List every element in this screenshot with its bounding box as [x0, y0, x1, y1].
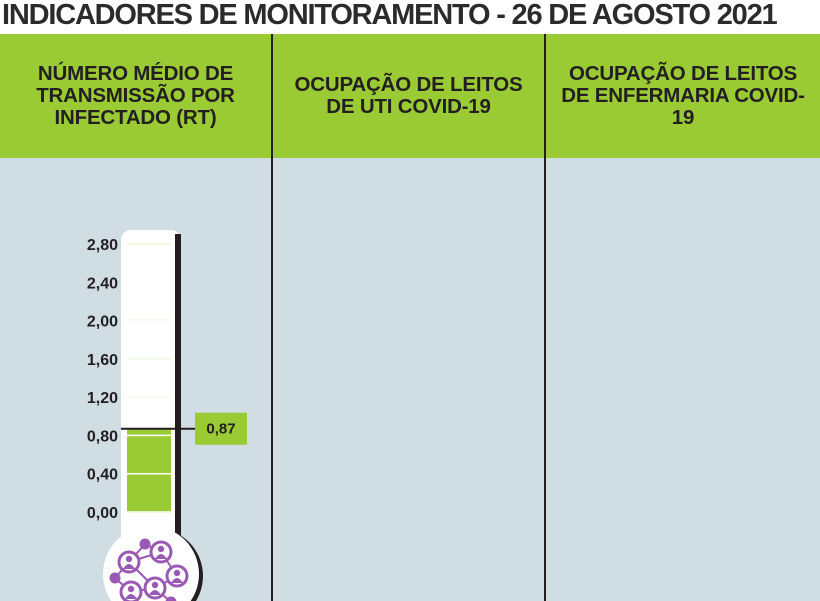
person-head: [151, 581, 159, 589]
tick-label: 2,00: [87, 314, 118, 331]
person-node: [109, 572, 121, 584]
person-body: [125, 594, 137, 599]
tick-label: 0,80: [87, 428, 118, 445]
panel-rt-title: NÚMERO MÉDIO DE TRANSMISSÃO POR INFECTAD…: [0, 34, 271, 158]
divider-right: [544, 34, 546, 601]
page-title: INDICADORES DE MONITORAMENTO - 26 DE AGO…: [2, 0, 778, 31]
person-head: [157, 545, 165, 553]
person-node: [165, 596, 177, 601]
panel-rt: NÚMERO MÉDIO DE TRANSMISSÃO POR INFECTAD…: [0, 34, 271, 601]
value-callout-box: [195, 412, 247, 445]
tick-label: 1,60: [87, 352, 118, 369]
tick-label: 0,40: [87, 467, 118, 484]
person-head: [173, 569, 181, 577]
person-body: [149, 590, 161, 595]
panel-enfermaria: OCUPAÇÃO DE LEITOS DE ENFERMARIA COVID-1…: [546, 34, 820, 601]
tick-label: 2,40: [87, 275, 118, 292]
enfermaria-thermometer: 100%90%80%70%60%50%40%30%20%10%0%34,8%: [546, 158, 820, 601]
person-body: [155, 554, 167, 559]
tick-label: 2,80: [87, 237, 118, 254]
person-head: [127, 585, 135, 593]
panel-uti: OCUPAÇÃO DE LEITOS DE UTI COVID-19 100%9…: [273, 34, 544, 601]
person-head: [125, 555, 133, 563]
rt-thermometer: 2,80 2,40 2,00 1,60 1,20 0,80 0,40 0,00 0,87: [87, 230, 247, 601]
panel-uti-title: OCUPAÇÃO DE LEITOS DE UTI COVID-19: [273, 34, 544, 158]
people-network-icon: [109, 538, 189, 601]
person-body: [171, 578, 183, 583]
indicator-panels: NÚMERO MÉDIO DE TRANSMISSÃO POR INFECTAD…: [0, 34, 820, 601]
value-callout-label: 0,87: [206, 421, 235, 438]
thermometer-fill: [127, 428, 171, 512]
person-node: [139, 538, 151, 550]
uti-thermometer: 100%90%80%70%60%50%40%30%20%10%0%49,3%: [273, 158, 544, 601]
divider-left: [271, 34, 273, 601]
thermometer-tube-shadow: [175, 234, 181, 542]
tick-label: 0,00: [87, 505, 118, 522]
panel-enfermaria-title: OCUPAÇÃO DE LEITOS DE ENFERMARIA COVID-1…: [546, 34, 820, 158]
person-body: [123, 564, 135, 569]
tick-label: 1,20: [87, 390, 118, 407]
